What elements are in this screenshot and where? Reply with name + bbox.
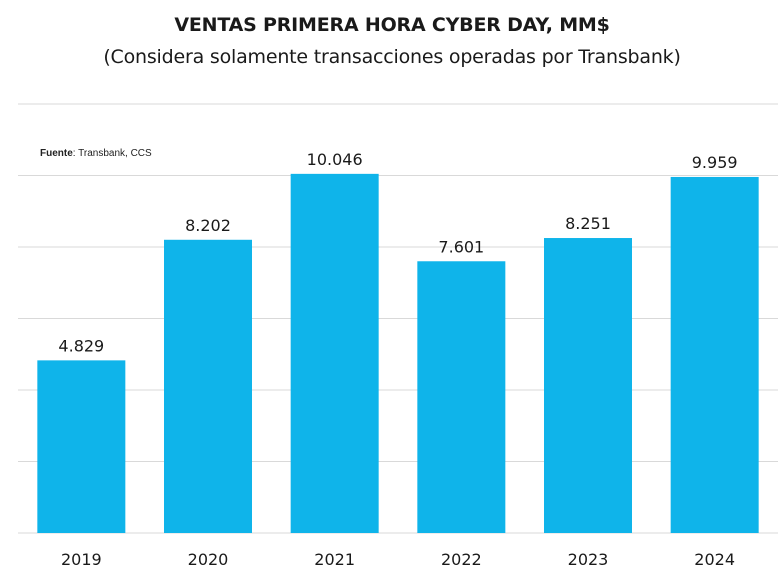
x-tick-2019: 2019	[61, 550, 102, 569]
data-label-2023: 8.251	[565, 214, 611, 233]
x-tick-2023: 2023	[568, 550, 609, 569]
bar-2022	[417, 261, 506, 533]
bar-2020	[164, 239, 252, 533]
bar-2019	[37, 360, 126, 533]
data-labels: 4.829 8.202 10.046 7.601 8.251 9.959	[58, 150, 737, 356]
chart-subtitle: (Considera solamente transacciones opera…	[103, 46, 681, 68]
bars	[37, 173, 759, 534]
gridlines	[18, 103, 778, 534]
bar-2023	[544, 238, 632, 534]
source-note: Fuente: Transbank, CCS	[40, 148, 152, 159]
x-tick-2020: 2020	[188, 550, 229, 569]
x-tick-2021: 2021	[314, 550, 355, 569]
bar-2021	[290, 173, 379, 533]
chart-title: VENTAS PRIMERA HORA CYBER DAY, MM$	[174, 14, 610, 36]
data-label-2024: 9.959	[692, 153, 738, 172]
data-label-2019: 4.829	[58, 336, 104, 355]
source-text: : Transbank, CCS	[72, 148, 152, 159]
bar-2024	[670, 176, 759, 533]
data-label-2021: 10.046	[307, 150, 363, 169]
data-label-2022: 7.601	[438, 237, 484, 256]
x-tick-2022: 2022	[441, 550, 482, 569]
x-tick-2024: 2024	[694, 550, 735, 569]
data-label-2020: 8.202	[185, 216, 231, 235]
source-label: Fuente	[40, 148, 73, 159]
x-tick-labels: 2019 2020 2021 2022 2023 2024	[61, 550, 735, 569]
